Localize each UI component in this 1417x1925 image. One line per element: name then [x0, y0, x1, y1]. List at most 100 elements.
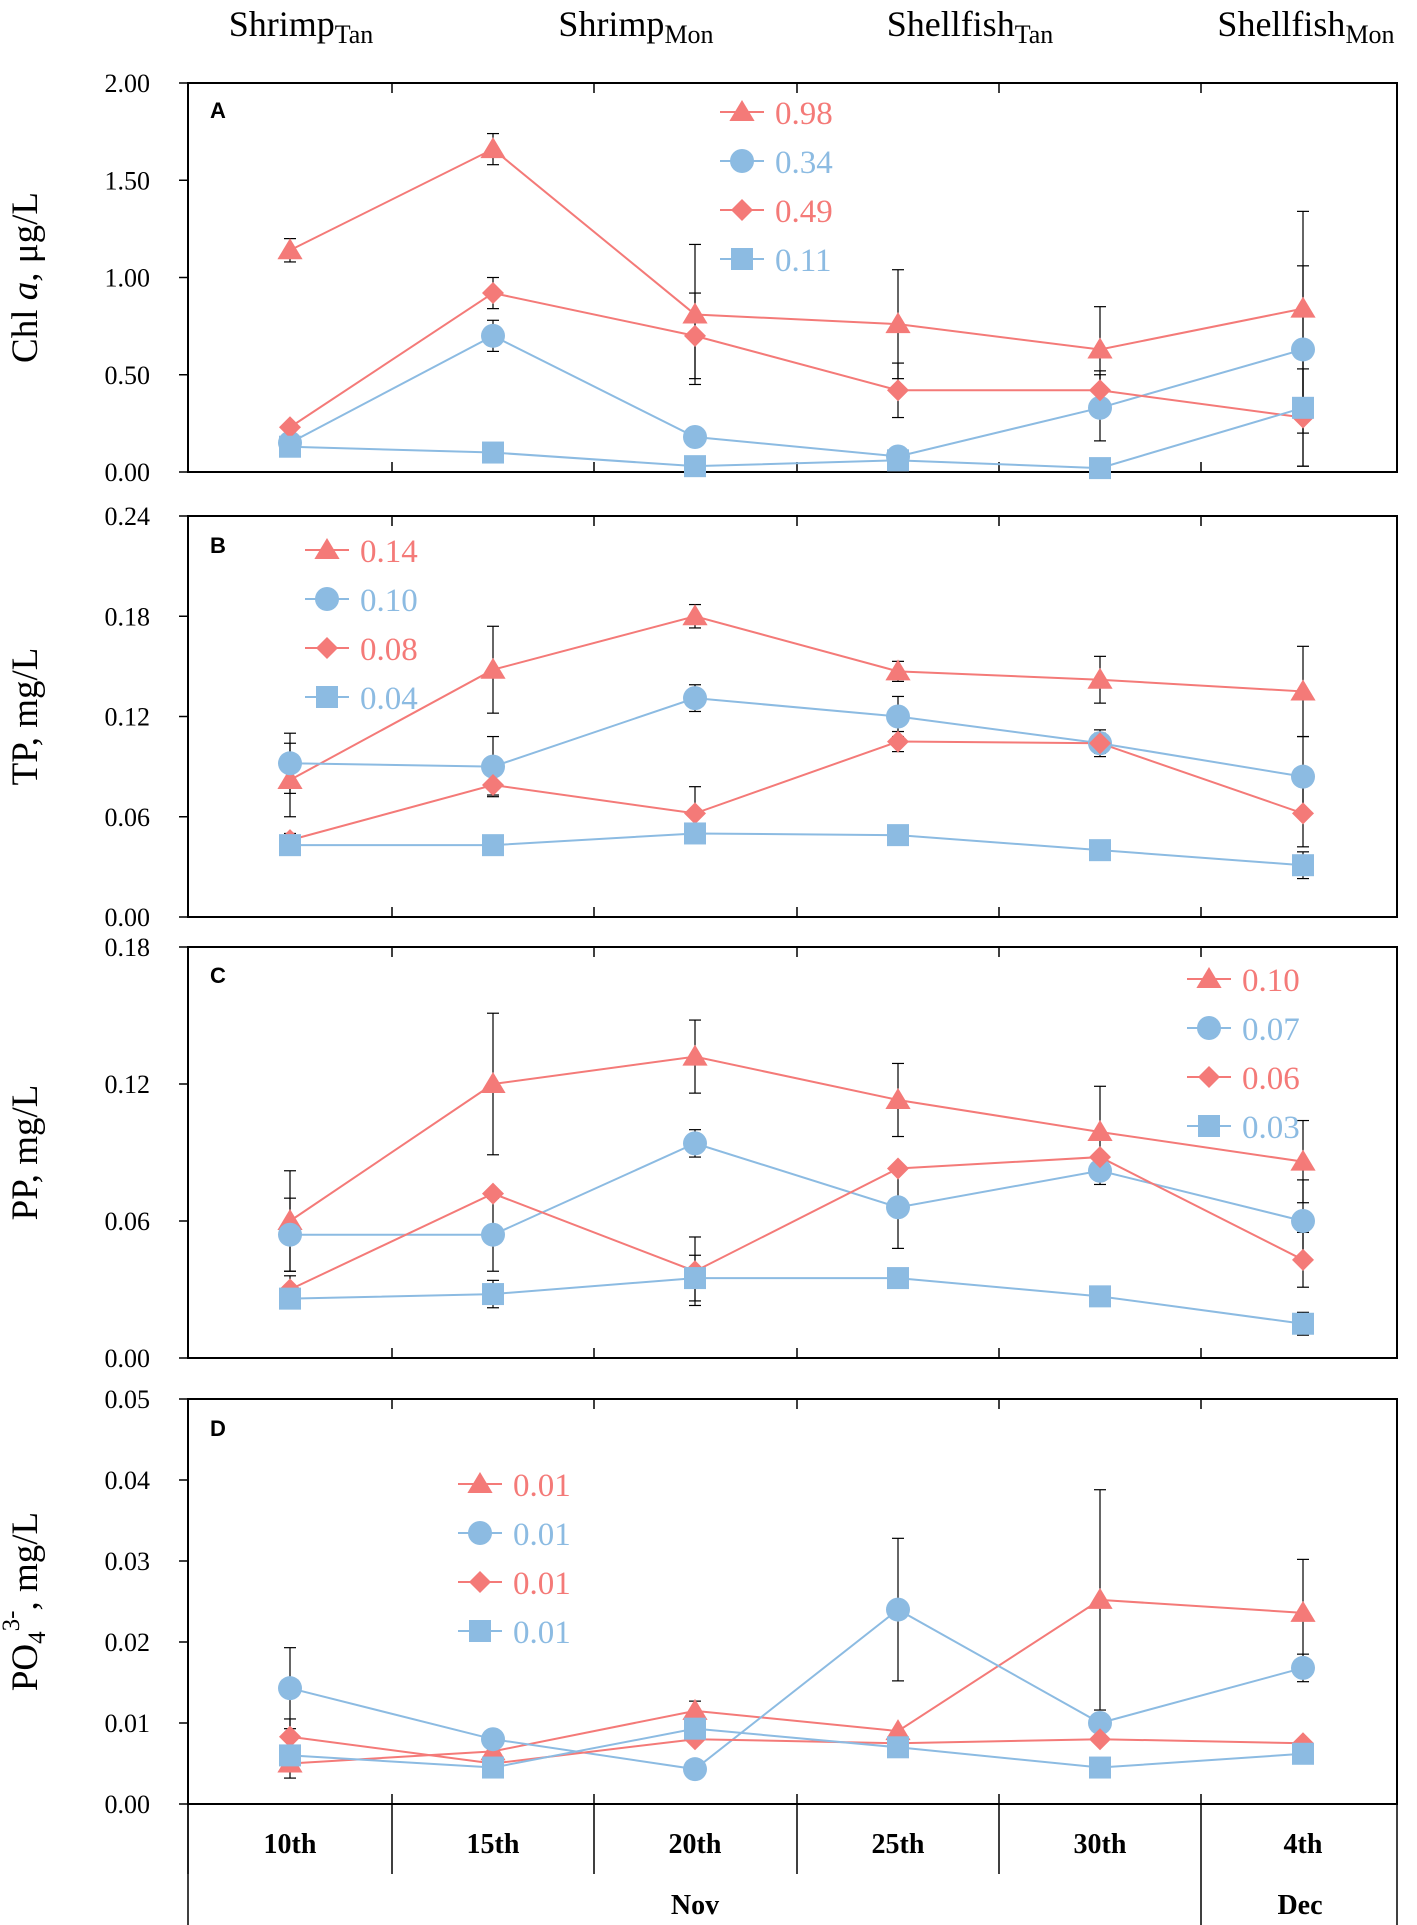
circle-marker	[1088, 1711, 1112, 1735]
circle-marker	[315, 587, 339, 611]
legend-label: 0.08	[360, 632, 418, 668]
circle-marker	[683, 1757, 707, 1782]
square-marker	[1089, 839, 1111, 862]
square-marker	[1089, 1285, 1111, 1308]
square-marker	[279, 435, 301, 458]
series-line	[289, 1735, 1304, 1765]
group-label-sub: Mon	[664, 20, 713, 49]
group-label-sub: Tan	[335, 20, 374, 49]
legend-label: 0.98	[775, 96, 833, 132]
x-tick-label: 10th	[264, 1829, 317, 1860]
x-tick-label: 15th	[467, 1829, 520, 1860]
y-axis-label-text: TP, mg/L	[5, 648, 46, 786]
triangle-marker	[1290, 679, 1316, 701]
y-axis-label-text: PP, mg/L	[5, 1085, 46, 1221]
circle-marker	[730, 149, 754, 173]
series-line	[289, 615, 1304, 781]
group-label-4: ShellfishMon	[1217, 4, 1394, 49]
panel-letter: B	[210, 533, 226, 558]
y-tick-label: 0.00	[105, 458, 151, 487]
diamond-marker	[1089, 1146, 1111, 1169]
triangle-marker	[314, 538, 340, 559]
legend-label: 0.01	[513, 1517, 571, 1553]
series-line	[289, 1055, 1304, 1222]
y-axis-label: Chl a, μg/L	[5, 192, 46, 363]
panel-C: 0.00 0.06 0.12 0.18 PP, mg/L C 0.10 0.07 0.06 0.0…	[5, 933, 1398, 1373]
y-tick-label: 0.00	[105, 1344, 151, 1373]
x-tick-label: 25th	[872, 1829, 925, 1860]
circle-marker	[1291, 764, 1315, 789]
triangle-marker	[682, 604, 708, 626]
diamond-marker	[1292, 1248, 1314, 1271]
square-marker	[887, 1267, 909, 1290]
x-tick-label: 30th	[1074, 1829, 1127, 1860]
diamond-marker	[684, 324, 706, 347]
diamond-marker	[1089, 732, 1111, 755]
legend-label: 0.03	[1242, 1110, 1300, 1146]
circle-marker	[683, 1131, 707, 1156]
panel-A: 0.00 0.50 1.00 1.50 2.00 Chl a, μg/L A 0.98 0.34…	[5, 69, 1398, 487]
series-line	[289, 291, 1304, 429]
square-marker	[731, 248, 753, 270]
series-line	[289, 1156, 1304, 1291]
series-line	[289, 1608, 1304, 1771]
triangle-marker	[1087, 1587, 1113, 1609]
circle-marker	[278, 1676, 302, 1701]
legend-label: 0.34	[775, 145, 833, 181]
y-tick-label: 0.04	[105, 1466, 151, 1495]
triangle-marker	[682, 1044, 708, 1066]
y-tick-label: 0.12	[105, 1070, 151, 1099]
panel-D: 0.00 0.01 0.02 0.03 0.04 0.05 PO43-, mg/L D 0.01…	[0, 1385, 1398, 1819]
triangle-marker	[885, 1087, 911, 1109]
square-marker	[684, 1267, 706, 1290]
y-axis-label-unit: , mg/L	[5, 1512, 46, 1611]
diamond-marker	[279, 416, 301, 439]
month-label: Dec	[1277, 1890, 1322, 1921]
panel-letter: C	[210, 963, 226, 988]
circle-marker	[886, 1597, 910, 1622]
diamond-marker	[684, 802, 706, 825]
group-label-2: ShrimpMon	[558, 4, 713, 49]
series-line	[289, 1598, 1304, 1765]
square-marker	[482, 1283, 504, 1306]
square-marker	[1089, 457, 1111, 480]
square-marker	[316, 686, 338, 708]
series-line	[289, 406, 1304, 470]
circle-marker	[683, 424, 707, 449]
circle-marker	[278, 1222, 302, 1247]
circle-marker	[886, 704, 910, 729]
y-tick-label: 0.00	[105, 1790, 151, 1819]
triangle-marker	[277, 767, 303, 789]
circle-marker	[468, 1521, 492, 1545]
panel-B: 0.00 0.06 0.12 0.18 0.24 TP, mg/L B 0.14 0.10 0.0…	[5, 502, 1398, 932]
square-marker	[1292, 854, 1314, 877]
y-axis-label-text: Chl	[5, 300, 46, 363]
panel-letter: D	[210, 1416, 226, 1441]
y-axis-label: PO43-, mg/L	[0, 1512, 51, 1691]
legend-label: 0.07	[1242, 1012, 1300, 1048]
series-line	[290, 1142, 1304, 1236]
square-marker	[887, 824, 909, 847]
square-marker	[1198, 1115, 1220, 1137]
square-marker	[684, 1717, 706, 1740]
circle-marker	[278, 751, 302, 776]
y-tick-label: 0.03	[105, 1547, 151, 1576]
y-tick-label: 0.06	[105, 803, 151, 832]
triangle-marker	[277, 238, 303, 260]
x-tick-label: 4th	[1284, 1829, 1323, 1860]
circle-marker	[481, 754, 505, 779]
series-line	[289, 1727, 1304, 1769]
diamond-marker	[887, 1157, 909, 1180]
diamond-marker	[1089, 379, 1111, 402]
circle-marker	[1197, 1016, 1221, 1040]
y-tick-label: 0.18	[105, 602, 151, 631]
y-tick-label: 0.12	[105, 703, 151, 732]
group-label-main: Shellfish	[1217, 4, 1345, 44]
square-marker	[887, 1736, 909, 1759]
group-label-main: Shellfish	[887, 4, 1015, 44]
diamond-marker	[279, 1725, 301, 1748]
diamond-marker	[482, 774, 504, 797]
legend-label: 0.10	[1242, 963, 1300, 999]
square-marker	[1089, 1756, 1111, 1779]
